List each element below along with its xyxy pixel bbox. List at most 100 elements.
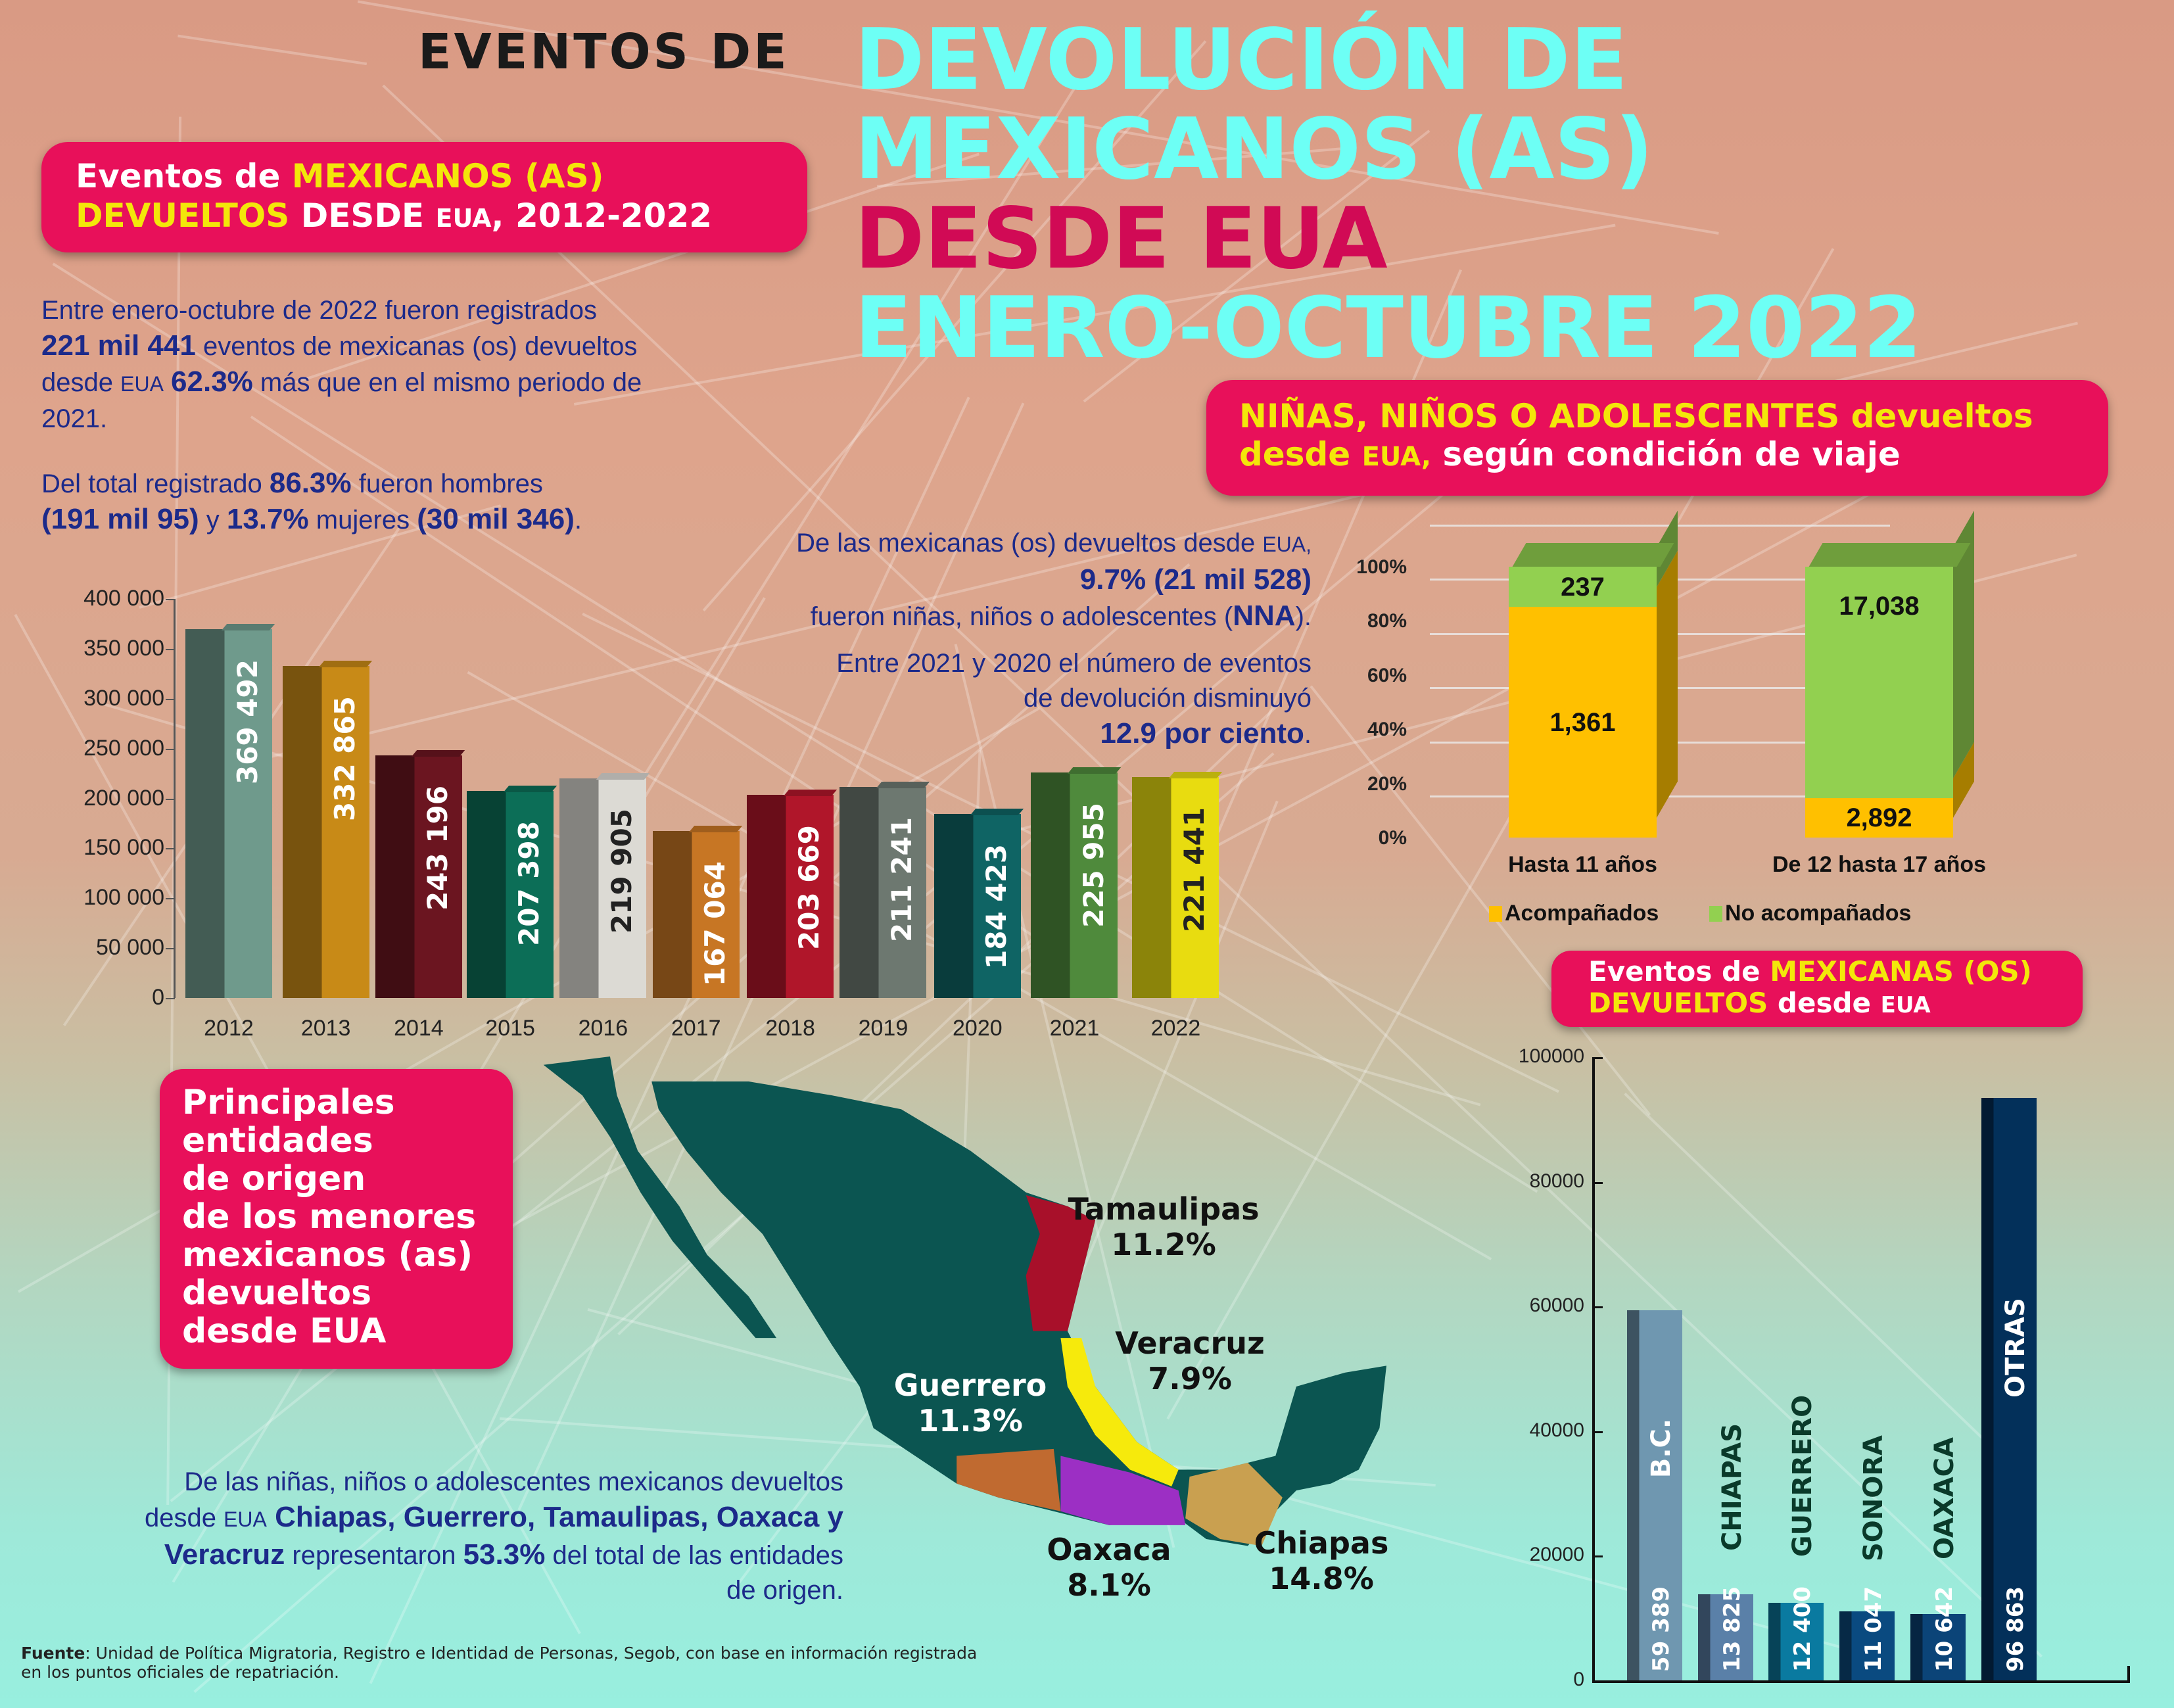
bar-2018 xyxy=(747,794,834,998)
y-tick xyxy=(1592,1306,1603,1309)
x-tick-label: 2020 xyxy=(953,1016,1003,1041)
state-pct: 7.9% xyxy=(1148,1361,1232,1396)
y-tick-label: 300 000 xyxy=(83,685,164,711)
box-text: entidades xyxy=(182,1121,373,1160)
bar-value-label: 219 905 xyxy=(605,809,638,934)
bar-top xyxy=(876,782,930,789)
stack-value-label: 1,361 xyxy=(1549,707,1616,737)
bar-value-label: 59 389 xyxy=(1648,1586,1674,1672)
bar-value-label: 10 642 xyxy=(1931,1586,1958,1672)
box-text: DESDE xyxy=(289,197,436,235)
bar-value-label: 13 825 xyxy=(1719,1586,1745,1672)
state-pct: 11.3% xyxy=(918,1403,1023,1438)
decor-line xyxy=(177,34,367,66)
map-guerrero xyxy=(957,1448,1061,1511)
y-tick xyxy=(166,748,175,750)
box-text: desde xyxy=(1768,987,1881,1019)
box-text: EUA xyxy=(435,204,492,233)
bar-B.C. xyxy=(1627,1310,1682,1680)
text-line: del total de las entidades xyxy=(545,1541,843,1570)
x-tick-label: 2015 xyxy=(485,1016,535,1041)
text-bold: (30 mil 346) xyxy=(417,503,575,535)
decor-line xyxy=(876,146,1357,188)
y-tick xyxy=(166,798,175,800)
y-tick-label: 20000 xyxy=(1529,1544,1584,1566)
bar-value-label: 203 669 xyxy=(793,824,826,950)
stack-value-label: 2,892 xyxy=(1846,803,1912,833)
box-text: NIÑAS, NIÑOS O ADOLESCENTES devueltos xyxy=(1239,397,2033,435)
state-pct: 14.8% xyxy=(1269,1561,1374,1596)
y-tick-label: 60% xyxy=(1367,664,1407,686)
text-bold: 12.9 por ciento xyxy=(1100,717,1304,749)
text-bold: (191 mil 95) xyxy=(41,503,199,535)
gender-paragraph: Del total registrado 86.3% fueron hombre… xyxy=(41,465,582,538)
states-paragraph: De las niñas, niños o adolescentes mexic… xyxy=(26,1465,843,1608)
text-bold: Chiapas, Guerrero, Tamaulipas, Oaxaca y xyxy=(266,1501,843,1533)
box-text: según condición de viaje xyxy=(1431,435,1901,473)
bar-2016 xyxy=(559,778,647,998)
x-tick-label: De 12 hasta 17 años xyxy=(1772,852,1987,877)
state-name: Guerrero xyxy=(893,1367,1047,1403)
bar-CHIAPAS xyxy=(1698,1594,1753,1680)
y-tick-label: 80% xyxy=(1367,610,1407,632)
bar-SONORA xyxy=(1839,1611,1895,1680)
y-tick-label: 40000 xyxy=(1529,1419,1584,1441)
nna-paragraph: De las mexicanas (os) devueltos desde EU… xyxy=(710,526,1311,752)
y-tick-label: 80000 xyxy=(1529,1170,1584,1192)
text-line: . xyxy=(1304,720,1311,749)
text-bold: 62.3% xyxy=(171,366,253,398)
bar-top xyxy=(783,789,837,796)
map-label-guerrero: Guerrero 11.3% xyxy=(865,1367,1075,1438)
y-tick-label: 60000 xyxy=(1529,1294,1584,1317)
y-tick-label: 250 000 xyxy=(83,735,164,761)
y-tick-label: 350 000 xyxy=(83,635,164,661)
box-text: desde EUA xyxy=(182,1312,387,1351)
map-veracruz xyxy=(1060,1338,1179,1486)
y-tick-label: 0% xyxy=(1378,827,1407,849)
decor-line xyxy=(954,644,1175,1548)
box-chart1-title: Eventos de MEXICANOS (AS) DEVUELTOS DESD… xyxy=(41,142,807,252)
map-baja-california xyxy=(543,1056,777,1339)
y-tick xyxy=(1592,1680,1603,1682)
y-tick-label: 100000 xyxy=(1518,1045,1584,1067)
decor-line xyxy=(702,40,1207,612)
box-text: mexicanos (as) xyxy=(182,1235,473,1275)
bar-2015 xyxy=(467,791,554,998)
text-bold: 9.7% (21 mil 528) xyxy=(1079,563,1311,596)
box-text: de origen xyxy=(182,1159,366,1198)
bar-top xyxy=(970,809,1024,816)
x-tick-label: 2012 xyxy=(204,1016,254,1041)
decor-line xyxy=(1310,685,1651,1116)
box-states-title: Eventos de MEXICANAS (OS) DEVUELTOS desd… xyxy=(1551,951,2083,1027)
box-text: desde xyxy=(1239,435,1362,473)
title-line2: MEXICANOS (AS) xyxy=(855,101,1654,199)
bar-2020 xyxy=(933,814,1021,998)
bar-value-label: 225 955 xyxy=(1077,803,1110,928)
bar-top xyxy=(1067,767,1121,774)
text-line: De las niñas, niños o adolescentes mexic… xyxy=(184,1467,843,1496)
bar-value-label: 207 398 xyxy=(513,821,546,947)
bar-OTRAS xyxy=(1981,1097,2037,1680)
bar-top xyxy=(318,660,372,667)
gridline xyxy=(1430,525,1890,527)
bar-value-label: 167 064 xyxy=(698,861,731,987)
y-tick xyxy=(1592,1181,1603,1184)
y-tick-label: 100 000 xyxy=(83,885,164,911)
bar-2022 xyxy=(1132,776,1219,998)
bar-2014 xyxy=(375,755,462,998)
stack-side xyxy=(1657,550,1678,818)
x-axis xyxy=(1592,1680,2129,1683)
box-text: Eventos de xyxy=(76,157,292,195)
y-tick xyxy=(1592,1555,1603,1558)
bar-value-label: 243 196 xyxy=(421,785,454,911)
map-label-veracruz: Veracruz 7.9% xyxy=(1091,1325,1288,1396)
text-line: Del total registrado xyxy=(41,469,270,498)
box-nna-title: NIÑAS, NIÑOS O ADOLESCENTES devueltos de… xyxy=(1206,380,2108,496)
bar-category-label: CHIAPAS xyxy=(1717,1423,1747,1552)
text-bold: NNA xyxy=(1233,600,1296,632)
box-map-title: Principales entidades de origen de los m… xyxy=(160,1069,513,1369)
decor-line xyxy=(52,262,1538,1193)
y-tick-label: 40% xyxy=(1367,719,1407,741)
text-line: y xyxy=(199,506,227,534)
map-oaxaca xyxy=(1060,1456,1186,1525)
